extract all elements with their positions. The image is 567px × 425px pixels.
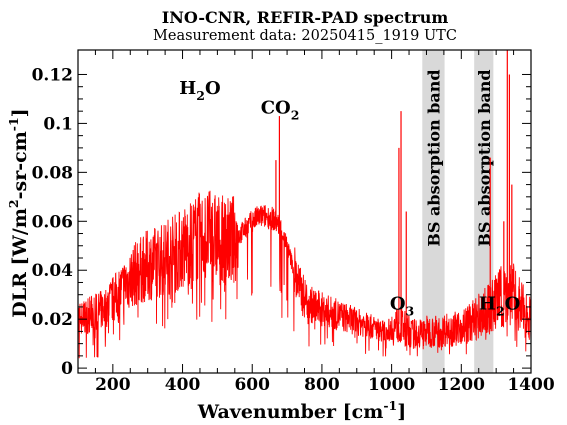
y-axis-title: DLR [W/m2-sr-cm-1] [6,108,31,317]
annotation-h2o-left: H2O [179,78,220,103]
chart-subtitle: Measurement data: 20250415_1919 UTC [153,28,457,44]
x-tick-label-1200: 1200 [438,375,485,395]
annotation-h2o-right-sub: 2 [496,303,505,318]
annotation-h2o-left-end: O [205,78,221,99]
y-axis-title-a: DLR [W/m [9,208,31,318]
annotation-h2o-right: H2O [479,293,520,318]
annotation-co2-main: CO [261,98,291,119]
annotation-co2-sub: 2 [291,108,300,123]
x-axis-title-main: Wavenumber [cm [197,401,384,423]
x-axis-title-sup: -1 [383,398,397,413]
x-tick-label-600: 600 [234,375,270,395]
x-tick-label-1400: 1400 [507,375,554,395]
y-tick-label-3: 0.06 [32,212,73,232]
x-tick-label-1000: 1000 [368,375,415,395]
y-axis-title-sup2: -1 [6,117,21,131]
absorption-bands: BS absorption band BS absorption band [422,50,494,373]
x-axis-title-end: ] [397,401,406,423]
annotation-h2o-left-main: H [179,78,196,99]
x-tick-label-800: 800 [304,375,340,395]
band-label-1: BS absorption band [424,69,443,246]
annotation-co2: CO2 [261,98,300,123]
y-axis-title-b: -sr-cm [9,131,31,199]
y-tick-label-4: 0.08 [32,163,73,183]
annotation-o3: O3 [390,293,414,318]
y-tick-label-5: 0.1 [43,114,73,134]
x-axis-title: Wavenumber [cm-1] [197,398,406,423]
y-tick-label-0: 0 [61,359,73,379]
spectrum-line [77,190,532,359]
y-axis-title-c: ] [9,108,31,117]
x-tick-label-200: 200 [95,375,131,395]
axis-ticks: 200 400 600 800 1000 1200 1400 0 0.02 0.04 0.06 0.0… [32,50,555,395]
annotation-o3-sub: 3 [406,303,415,318]
chart-title: INO-CNR, REFIR-PAD spectrum [162,8,449,27]
annotation-h2o-right-end: O [505,293,521,314]
y-axis-title-sup1: 2 [6,199,21,208]
absorption-band-1 [422,50,445,373]
annotation-h2o-right-main: H [479,293,496,314]
annotation-h2o-left-sub: 2 [196,88,205,103]
band-label-2: BS absorption band [475,69,494,246]
x-tick-label-400: 400 [165,375,201,395]
spectrum-series [77,50,532,359]
annotation-o3-main: O [390,293,406,314]
y-tick-label-6: 0.12 [32,65,73,85]
y-tick-label-2: 0.04 [32,261,74,281]
y-tick-label-1: 0.02 [32,310,73,330]
